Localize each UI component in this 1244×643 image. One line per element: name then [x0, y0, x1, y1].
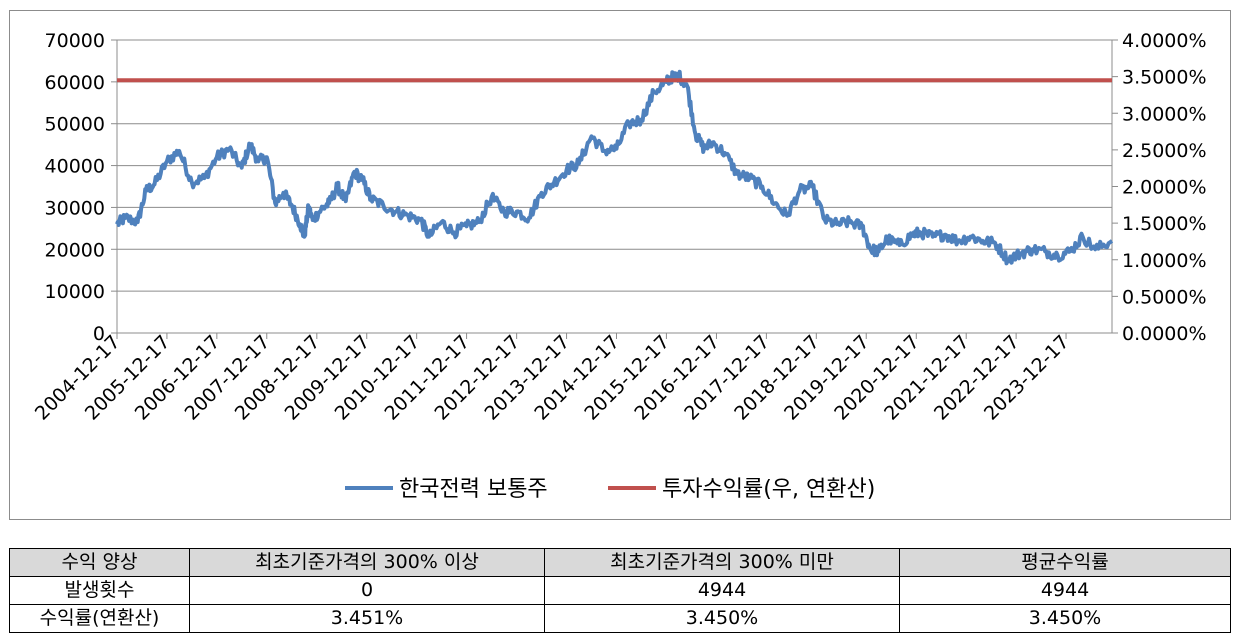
y-tick-label: 40000	[45, 156, 105, 178]
y2-tick-label: 3.0000%	[1122, 103, 1207, 125]
table-cell: 3.450%	[899, 604, 1231, 633]
stock-price-line	[115, 69, 1114, 266]
table-header-cell: 평균수익률	[899, 548, 1231, 577]
summary-table: 수익 양상 최초기준가격의 300% 이상 최초기준가격의 300% 미만 평균…	[9, 548, 1231, 633]
y2-tick-label: 0.0000%	[1122, 323, 1207, 345]
y-tick-label: 50000	[45, 114, 105, 136]
line-chart: 0 10000 20000 30000 40000 50000 60000 70000 0.00…	[31, 30, 1207, 502]
y-tick-label: 20000	[45, 239, 105, 261]
table-header-cell: 최초기준가격의 300% 이상	[189, 548, 545, 577]
table-cell: 4944	[899, 576, 1231, 605]
table-row: 발생횟수 0 4944 4944	[9, 576, 1231, 605]
y2-tick-label: 3.5000%	[1122, 67, 1207, 89]
y2-tick-label: 1.5000%	[1122, 213, 1207, 235]
chart-frame: 0 10000 20000 30000 40000 50000 60000 70000 0.00…	[9, 10, 1231, 520]
y2-tick-label: 0.5000%	[1122, 286, 1207, 308]
y-tick-label: 70000	[45, 30, 105, 52]
legend-label: 한국전력 보통주	[399, 477, 548, 502]
y-tick-label: 60000	[45, 72, 105, 94]
table-cell: 3.450%	[544, 604, 900, 633]
table-cell: 0	[189, 576, 545, 605]
table-header-cell: 최초기준가격의 300% 미만	[544, 548, 900, 577]
y-tick-label: 10000	[45, 281, 105, 303]
table-header-row: 수익 양상 최초기준가격의 300% 이상 최초기준가격의 300% 미만 평균…	[9, 548, 1231, 577]
table-cell: 3.451%	[189, 604, 545, 633]
y2-tick-label: 1.0000%	[1122, 250, 1207, 272]
x-tick-label: 2004-12-17	[31, 331, 125, 425]
table-cell: 발생횟수	[9, 576, 190, 605]
table-cell: 수익률(연환산)	[9, 604, 190, 633]
legend-label: 투자수익률(우, 연환산)	[662, 477, 875, 502]
y-tick-label: 30000	[45, 197, 105, 219]
table-header-cell: 수익 양상	[9, 548, 190, 577]
y-tick-label: 0	[93, 323, 105, 345]
y2-tick-label: 4.0000%	[1122, 30, 1207, 52]
table-row: 수익률(연환산) 3.451% 3.450% 3.450%	[9, 604, 1231, 633]
y2-tick-label: 2.0000%	[1122, 177, 1207, 199]
table-cell: 4944	[544, 576, 900, 605]
y2-tick-label: 2.5000%	[1122, 140, 1207, 162]
